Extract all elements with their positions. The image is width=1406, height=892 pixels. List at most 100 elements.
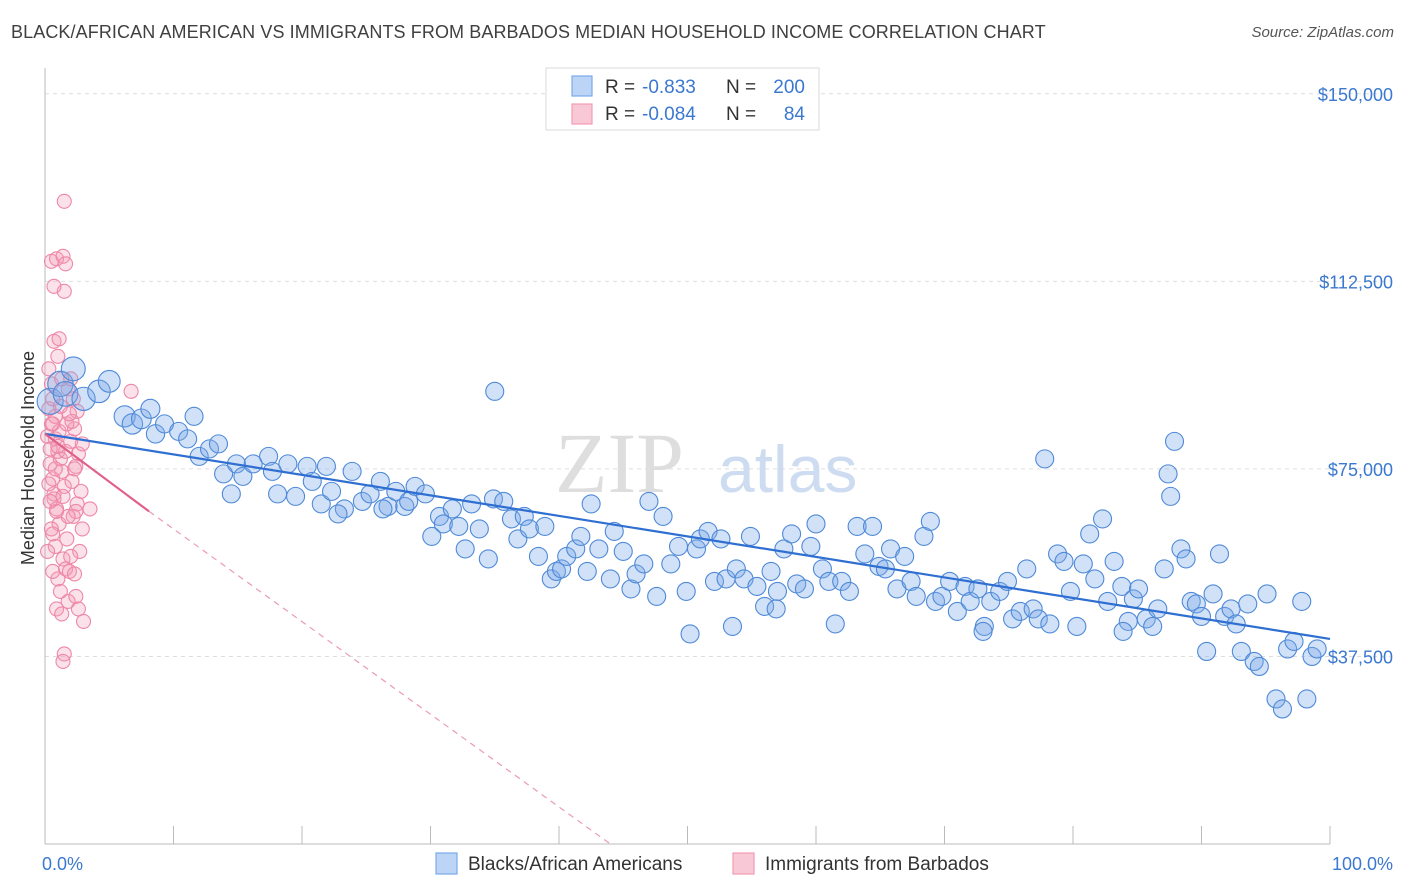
- legend: R = -0.833 N = 200 R = -0.084 N = 84: [545, 67, 820, 131]
- data-point-black: [680, 624, 700, 644]
- data-point-black: [600, 569, 620, 589]
- data-point-black: [855, 544, 875, 564]
- data-point-black: [1176, 549, 1196, 569]
- trend-line-barbados: [44, 432, 150, 513]
- barbados-points: [40, 193, 139, 669]
- data-point-black: [832, 571, 852, 591]
- data-point-barbados: [61, 406, 77, 422]
- trend-line-barbados-extrapolated: [148, 510, 611, 845]
- data-point-black: [639, 491, 659, 511]
- watermark: ZIP atlas: [555, 415, 857, 511]
- bottom-legend-black: Blacks/African Americans: [468, 854, 682, 875]
- data-point-black: [925, 591, 946, 611]
- data-point-black: [1003, 609, 1023, 629]
- bottom-legend-barbados: Immigrants from Barbados: [765, 854, 989, 875]
- data-point-barbados: [68, 588, 84, 604]
- y-axis-label: Median Household Income: [18, 351, 38, 565]
- data-point-barbados: [73, 483, 89, 499]
- data-point-black: [566, 539, 586, 559]
- y-tick-label: $37,500: [1328, 647, 1393, 667]
- data-point-barbados: [74, 521, 90, 537]
- data-point-black: [422, 526, 442, 546]
- legend-n-value-2: 84: [784, 104, 806, 125]
- legend-r-value-2: -0.084: [642, 104, 696, 125]
- data-point-black: [199, 439, 220, 459]
- data-point-black: [1249, 656, 1269, 676]
- data-point-barbados: [82, 501, 98, 517]
- data-point-black: [1197, 641, 1217, 661]
- data-point-barbados: [60, 508, 76, 524]
- data-point-black: [947, 601, 967, 621]
- data-point-black: [478, 549, 498, 569]
- data-point-black: [449, 516, 469, 536]
- data-point-black: [352, 491, 372, 511]
- x-tick-label-min: 0.0%: [42, 854, 83, 874]
- data-point-black: [233, 466, 253, 486]
- data-point-black: [1017, 559, 1037, 579]
- data-point-barbados: [56, 646, 72, 662]
- grid-lines: [45, 93, 1390, 657]
- data-point-black: [546, 561, 566, 581]
- data-point-black: [342, 461, 362, 481]
- data-point-barbados: [40, 543, 56, 559]
- data-point-black: [1272, 699, 1293, 719]
- data-point-black: [932, 586, 952, 606]
- data-point-barbados: [41, 361, 57, 377]
- data-point-barbados: [50, 348, 66, 364]
- data-point-black: [1093, 509, 1113, 529]
- data-point-black: [812, 559, 832, 579]
- data-point-black: [1154, 559, 1174, 579]
- data-point-black: [1164, 431, 1185, 451]
- legend-r-label-1: R =: [605, 77, 635, 98]
- data-point-black: [782, 524, 802, 544]
- trend-line-black: [44, 432, 1331, 641]
- y-tick-labels: $37,500 $75,000 $112,500 $150,000: [1318, 85, 1393, 668]
- data-point-black: [87, 379, 111, 404]
- data-point-barbados: [58, 256, 74, 272]
- data-point-barbados: [70, 601, 86, 617]
- data-point-barbados: [41, 476, 57, 492]
- data-point-barbados: [45, 563, 61, 579]
- data-point-black: [60, 356, 86, 382]
- data-point-black: [286, 486, 306, 506]
- data-point-barbados: [51, 331, 67, 347]
- data-point-black: [1113, 621, 1133, 641]
- data-point-black: [634, 554, 654, 574]
- data-point-black: [36, 387, 64, 415]
- data-point-black: [1104, 551, 1124, 571]
- data-point-barbados: [46, 278, 62, 294]
- data-point-black: [589, 539, 609, 559]
- trend-lines: [44, 432, 1331, 845]
- data-point-black: [328, 504, 348, 524]
- data-point-black: [316, 456, 336, 476]
- data-point-black: [740, 526, 761, 546]
- data-point-black: [920, 511, 940, 531]
- data-point-black: [528, 546, 548, 566]
- bottom-legend: Blacks/African Americans Immigrants from…: [435, 852, 989, 875]
- data-point-black: [535, 516, 555, 536]
- data-point-barbados: [63, 548, 79, 564]
- data-point-black: [552, 559, 572, 579]
- data-point-black: [1028, 609, 1048, 629]
- data-point-black: [373, 499, 393, 519]
- data-point-black: [1209, 544, 1230, 564]
- data-point-black: [97, 369, 121, 393]
- data-point-barbados: [64, 473, 80, 489]
- legend-r-value-1: -0.833: [642, 77, 696, 98]
- data-point-black: [686, 539, 707, 559]
- data-point-black: [1203, 584, 1223, 604]
- data-point-black: [755, 596, 775, 616]
- data-point-black: [704, 571, 725, 591]
- data-point-black: [794, 579, 814, 599]
- data-point-black: [322, 481, 342, 501]
- legend-swatch-black: [571, 75, 593, 97]
- data-point-black: [469, 519, 489, 539]
- data-point-black: [1292, 591, 1312, 611]
- data-point-black: [1073, 554, 1093, 574]
- data-point-black: [653, 506, 673, 526]
- data-point-black: [1067, 616, 1087, 636]
- bottom-swatch-black: [435, 852, 458, 875]
- x-tick-label-max: 100.0%: [1332, 854, 1393, 874]
- data-point-barbados: [52, 583, 68, 599]
